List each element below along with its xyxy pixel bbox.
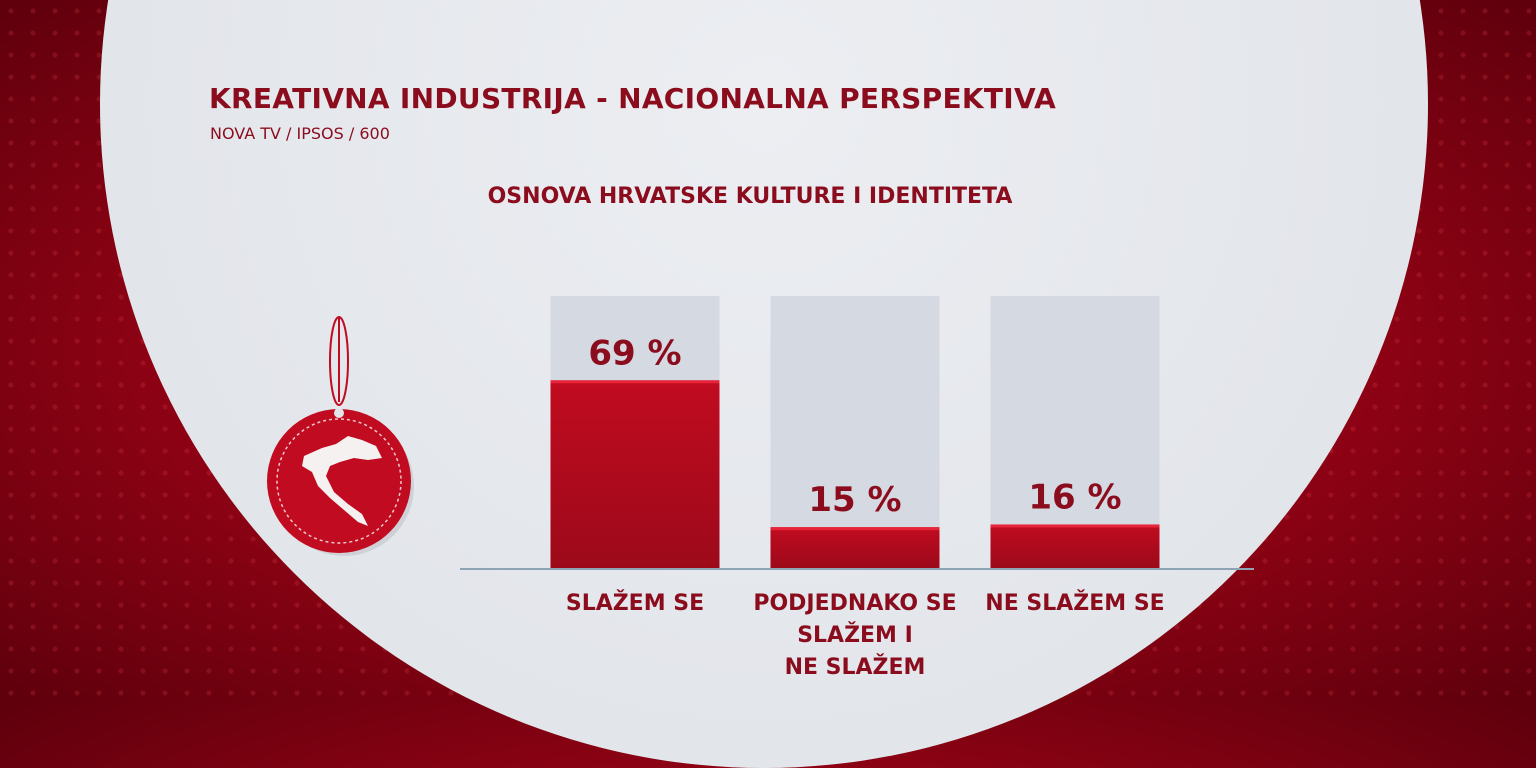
bar-highlight (770, 527, 940, 531)
bar-track (770, 296, 940, 568)
chart-title: OSNOVA HRVATSKE KULTURE I IDENTITETA (487, 184, 1013, 209)
data-label: 15 % (808, 480, 901, 520)
category-label: NE SLAŽEM (785, 654, 926, 680)
page-title: KREATIVNA INDUSTRIJA - NACIONALNA PERSPE… (209, 82, 1057, 115)
bar (770, 527, 940, 568)
bar (990, 524, 1160, 568)
bar-highlight (990, 524, 1160, 528)
bar-highlight (550, 380, 720, 384)
category-label: NE SLAŽEM SE (985, 590, 1164, 616)
category-label: SLAŽEM SE (566, 590, 704, 616)
bar (550, 380, 720, 568)
data-label: 16 % (1028, 477, 1121, 517)
bar-track (990, 296, 1160, 568)
category-label: SLAŽEM I (797, 622, 913, 648)
data-label: 69 % (588, 333, 681, 373)
source-line: NOVA TV / IPSOS / 600 (210, 124, 390, 143)
category-label: PODJEDNAKO SE (753, 591, 956, 616)
bar-chart: 69 % SLAŽEM SE 15 % PODJEDNAKO SE SLAŽEM I NE… (460, 296, 1254, 680)
croatia-map-tag-icon (267, 316, 414, 556)
